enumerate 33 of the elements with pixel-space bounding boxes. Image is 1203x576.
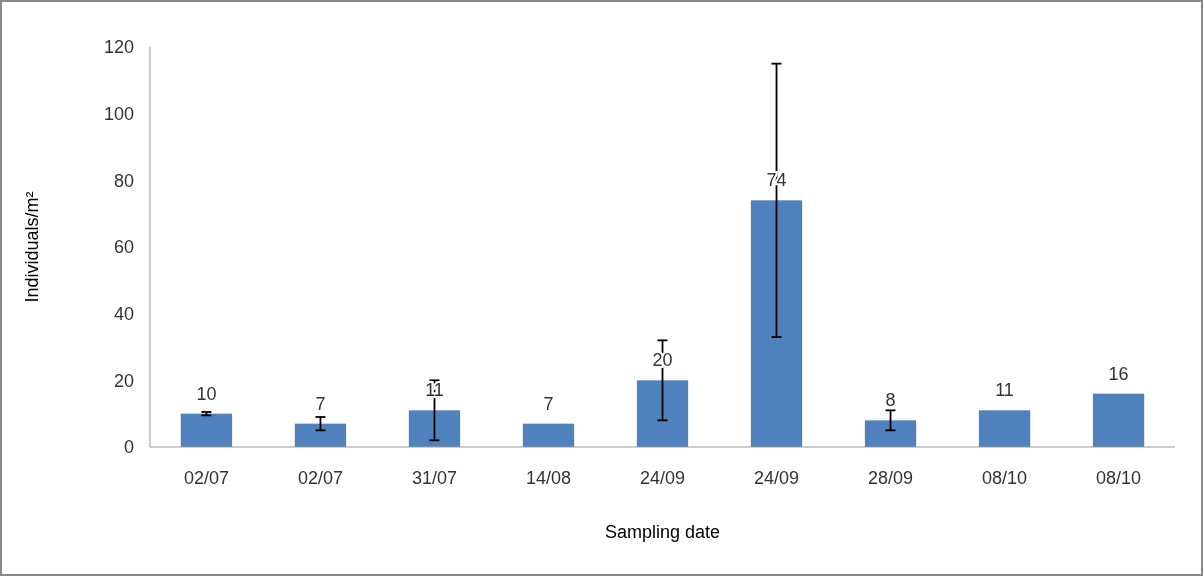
x-tick-label: 08/10 xyxy=(982,468,1028,488)
x-tick-label: 24/09 xyxy=(639,468,686,488)
x-tick-label: 31/07 xyxy=(411,468,457,488)
y-tick-label: 60 xyxy=(113,237,134,258)
data-label: 7 xyxy=(315,393,326,414)
bar xyxy=(522,423,575,447)
bar xyxy=(180,413,233,447)
data-label: 11 xyxy=(995,380,1014,401)
y-tick-label: 0 xyxy=(123,437,134,458)
x-tick-label: 02/07 xyxy=(183,468,229,488)
y-tick-label: 120 xyxy=(103,37,134,58)
data-label: 10 xyxy=(196,383,217,404)
bar xyxy=(750,200,803,447)
x-tick-label: 14/08 xyxy=(525,468,572,488)
x-tick-label: 28/09 xyxy=(868,468,914,488)
data-label: 7 xyxy=(543,393,554,414)
y-tick-label: 100 xyxy=(103,103,134,124)
x-tick-label: 02/07 xyxy=(297,468,343,488)
y-tick-label: 80 xyxy=(113,170,134,191)
bar xyxy=(1092,393,1145,447)
bar xyxy=(864,420,917,447)
y-axis-title: Individuals/m² xyxy=(22,191,42,303)
x-tick-label: 08/10 xyxy=(1096,468,1142,488)
bar xyxy=(978,410,1031,447)
y-tick-label: 20 xyxy=(113,370,134,391)
x-axis-title: Sampling date xyxy=(604,522,721,542)
data-label: 8 xyxy=(885,390,896,411)
x-tick-label: 24/09 xyxy=(753,468,800,488)
bar xyxy=(294,423,347,447)
data-label: 16 xyxy=(1108,363,1129,384)
bar xyxy=(408,410,461,447)
y-tick-label: 40 xyxy=(113,303,134,324)
bar xyxy=(636,380,689,447)
